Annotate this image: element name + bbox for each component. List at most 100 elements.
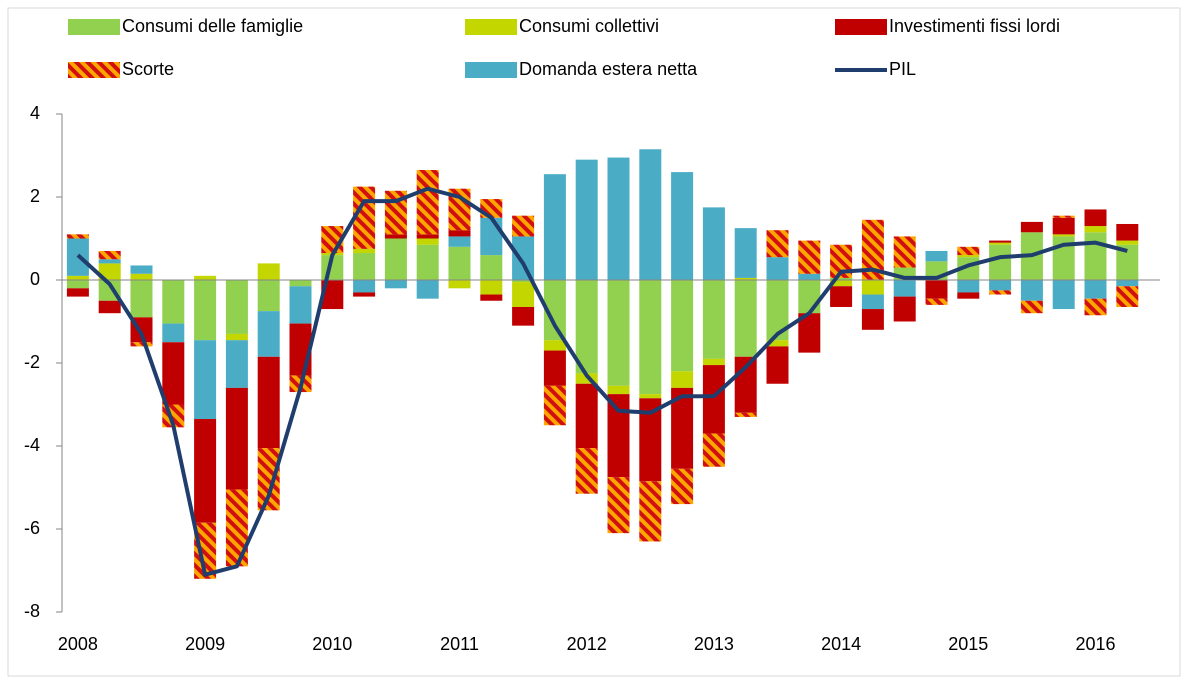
bar bbox=[257, 356, 280, 449]
bar bbox=[512, 306, 535, 326]
bar bbox=[543, 350, 566, 386]
bar bbox=[989, 290, 1012, 295]
bar bbox=[130, 265, 153, 274]
bar bbox=[289, 286, 312, 324]
bar bbox=[1052, 234, 1075, 237]
bar bbox=[416, 170, 439, 235]
bar bbox=[257, 311, 280, 357]
bar bbox=[639, 394, 662, 399]
bar bbox=[66, 280, 89, 289]
bar bbox=[1116, 223, 1139, 241]
x-tick-label: 2008 bbox=[58, 634, 98, 654]
legend-swatch bbox=[68, 19, 120, 35]
bar bbox=[925, 250, 948, 262]
bar bbox=[448, 280, 471, 289]
bar bbox=[861, 309, 884, 330]
bar bbox=[353, 248, 376, 254]
bar bbox=[98, 250, 121, 260]
bar bbox=[480, 294, 503, 301]
bar bbox=[1052, 215, 1075, 218]
bar bbox=[353, 253, 376, 280]
bar bbox=[607, 157, 630, 280]
x-tick-label: 2016 bbox=[1075, 634, 1115, 654]
bar bbox=[384, 234, 407, 239]
bar bbox=[194, 522, 217, 579]
legend-swatch bbox=[465, 19, 517, 35]
bar bbox=[1116, 244, 1139, 280]
bar bbox=[766, 346, 789, 384]
x-tick-label: 2015 bbox=[948, 634, 988, 654]
bar bbox=[1084, 209, 1107, 227]
bar bbox=[512, 236, 535, 280]
bar bbox=[575, 448, 598, 494]
bar bbox=[702, 358, 725, 366]
bar bbox=[98, 259, 121, 264]
bar bbox=[671, 468, 694, 505]
legend-label: Consumi delle famiglie bbox=[122, 16, 303, 36]
y-tick-label: 2 bbox=[30, 186, 40, 206]
bar bbox=[957, 292, 980, 299]
bar bbox=[734, 228, 757, 278]
bar bbox=[989, 242, 1012, 245]
bar bbox=[480, 217, 503, 256]
bar bbox=[671, 172, 694, 280]
bar bbox=[798, 240, 821, 274]
bar bbox=[671, 280, 694, 372]
y-tick-label: 4 bbox=[30, 103, 40, 123]
bar bbox=[1116, 286, 1139, 307]
y-tick-label: 0 bbox=[30, 269, 40, 289]
bar bbox=[66, 275, 89, 280]
bar bbox=[639, 149, 662, 280]
bar bbox=[162, 323, 185, 343]
bar bbox=[448, 246, 471, 280]
bar bbox=[416, 280, 439, 299]
bar bbox=[225, 387, 248, 490]
x-tick-label: 2013 bbox=[694, 634, 734, 654]
bar bbox=[1116, 280, 1139, 287]
bar bbox=[194, 340, 217, 420]
bar bbox=[766, 230, 789, 258]
bar bbox=[861, 294, 884, 310]
bar bbox=[798, 273, 821, 280]
bar bbox=[384, 238, 407, 280]
bar bbox=[957, 280, 980, 293]
bar bbox=[607, 477, 630, 534]
x-tick-label: 2012 bbox=[567, 634, 607, 654]
bar bbox=[861, 280, 884, 295]
bar bbox=[1020, 221, 1043, 233]
bar bbox=[702, 207, 725, 280]
bar bbox=[957, 255, 980, 258]
bar bbox=[734, 280, 757, 357]
bar bbox=[671, 387, 694, 469]
bar bbox=[480, 255, 503, 280]
legend-swatch bbox=[68, 62, 120, 78]
y-tick-label: -2 bbox=[24, 352, 40, 372]
y-tick-label: -8 bbox=[24, 601, 40, 621]
bar bbox=[766, 340, 789, 347]
bar bbox=[480, 280, 503, 295]
bar bbox=[1116, 240, 1139, 245]
bar bbox=[416, 238, 439, 245]
x-tick-label: 2009 bbox=[185, 634, 225, 654]
legend-label: Domanda estera netta bbox=[519, 59, 698, 79]
bar bbox=[1052, 280, 1075, 310]
bar bbox=[1052, 217, 1075, 235]
bar bbox=[575, 383, 598, 449]
x-tick-label: 2014 bbox=[821, 634, 861, 654]
bar bbox=[416, 234, 439, 239]
bar bbox=[989, 240, 1012, 243]
bar bbox=[66, 288, 89, 297]
bar bbox=[1020, 300, 1043, 314]
bar bbox=[702, 433, 725, 467]
bar bbox=[607, 280, 630, 386]
bar bbox=[1084, 226, 1107, 233]
bar bbox=[766, 257, 789, 280]
legend-label: Scorte bbox=[122, 59, 174, 79]
bar bbox=[989, 280, 1012, 291]
bar bbox=[130, 273, 153, 280]
bar bbox=[512, 282, 535, 307]
bar bbox=[1020, 280, 1043, 301]
bar bbox=[130, 280, 153, 318]
legend-label: PIL bbox=[889, 59, 916, 79]
